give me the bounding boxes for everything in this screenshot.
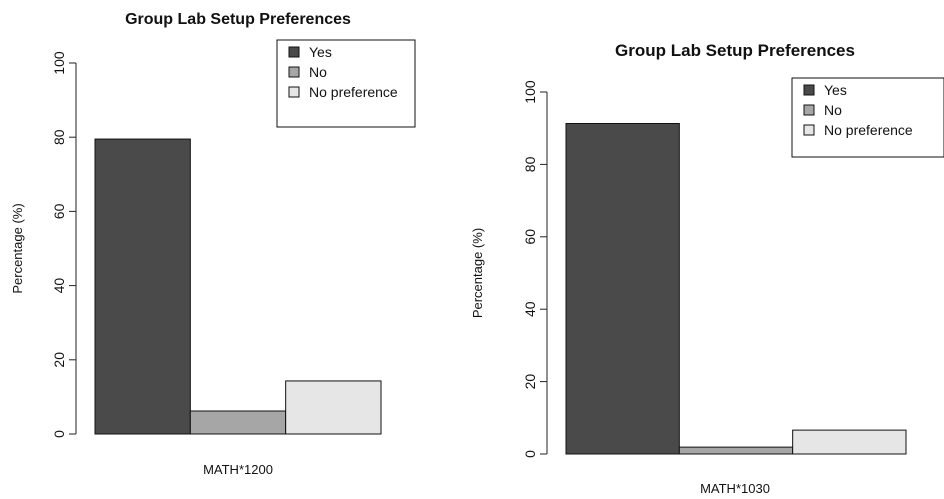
y-tick-label: 80 bbox=[51, 129, 67, 145]
legend-swatch-yes bbox=[803, 84, 815, 96]
legend-swatch-no bbox=[288, 66, 300, 78]
y-tick-label: 100 bbox=[51, 51, 67, 75]
y-tick-label: 20 bbox=[51, 352, 67, 368]
legend-swatch-no-preference bbox=[288, 86, 300, 98]
legend-swatch-no bbox=[803, 104, 815, 116]
bar-no bbox=[678, 446, 794, 455]
bar-no bbox=[189, 410, 287, 435]
legend-label: No preference bbox=[824, 122, 913, 138]
x-category-label: MATH*1200 bbox=[203, 462, 273, 477]
y-tick-label: 0 bbox=[522, 450, 538, 458]
y-tick-label: 40 bbox=[51, 278, 67, 294]
bar-yes bbox=[565, 122, 680, 455]
legend-swatch-no-preference bbox=[803, 124, 815, 136]
y-tick-label: 60 bbox=[522, 229, 538, 245]
chart-math1030: Group Lab Setup Preferences 0 20 40 60 80 100 P… bbox=[470, 41, 944, 496]
y-tick-label: 40 bbox=[522, 301, 538, 317]
x-category-label: MATH*1030 bbox=[700, 481, 770, 496]
bar-yes bbox=[94, 138, 191, 435]
y-tick-label: 100 bbox=[522, 80, 538, 104]
legend-box bbox=[791, 77, 944, 158]
chart-title: Group Lab Setup Preferences bbox=[125, 11, 351, 28]
legend-label: No preference bbox=[309, 84, 398, 100]
y-tick-label: 60 bbox=[51, 203, 67, 219]
legend-label: No bbox=[824, 102, 842, 118]
legend-label: No bbox=[309, 64, 327, 80]
legend-box bbox=[276, 39, 416, 128]
bar-no-preference bbox=[285, 380, 382, 435]
legend-label: Yes bbox=[824, 82, 847, 98]
y-tick-label: 20 bbox=[522, 374, 538, 390]
bar-no-preference bbox=[792, 429, 907, 455]
y-axis-label: Percentage (%) bbox=[470, 228, 485, 318]
chart-title: Group Lab Setup Preferences bbox=[615, 41, 855, 60]
legend-label: Yes bbox=[309, 44, 332, 60]
y-tick-label: 0 bbox=[51, 430, 67, 438]
chart-math1200: Group Lab Setup Preferences 0 20 40 60 80 100 P… bbox=[10, 11, 416, 477]
y-tick-label: 80 bbox=[522, 156, 538, 172]
legend-swatch-yes bbox=[288, 46, 300, 58]
y-axis-label: Percentage (%) bbox=[10, 203, 25, 293]
